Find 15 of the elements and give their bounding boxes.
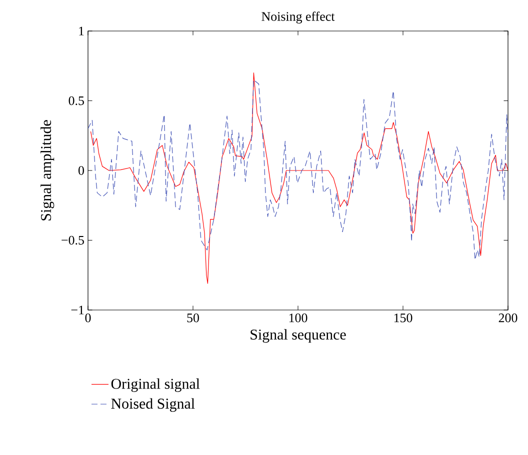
legend-label: Noised Signal xyxy=(111,398,195,412)
x-tick-label: 200 xyxy=(498,314,518,322)
y-tick-label: 0.5 xyxy=(68,96,84,106)
y-tick-label: −0.5 xyxy=(62,236,84,245)
x-tick-label: 100 xyxy=(289,314,308,322)
x-tick-label: 150 xyxy=(394,314,412,322)
chart-title: Noising effect xyxy=(262,12,335,24)
x-tick-label: 0 xyxy=(85,314,91,322)
y-tick-label: 1 xyxy=(79,26,84,36)
x-tick-label: 50 xyxy=(187,314,199,322)
legend-label: Original signal xyxy=(111,378,200,392)
y-tick-label: 0 xyxy=(78,166,84,175)
y-tick-label: −1 xyxy=(71,306,84,314)
x-axis-title: Signal sequence xyxy=(250,329,346,343)
y-axis-title: Signal amplitude xyxy=(40,120,54,220)
